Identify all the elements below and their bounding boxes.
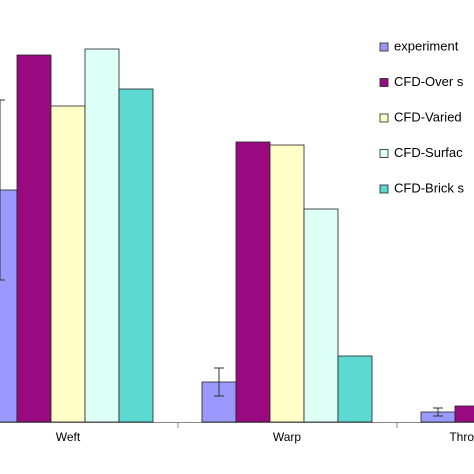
legend-label: CFD-Surfac xyxy=(394,145,463,160)
bar xyxy=(50,105,86,423)
legend-label: CFD-Over s xyxy=(394,74,464,89)
legend-swatch xyxy=(379,42,389,52)
x-tick-label: Warp xyxy=(273,430,302,444)
bar xyxy=(0,189,18,423)
legend-label: CFD-Brick s xyxy=(394,180,465,195)
bar xyxy=(118,88,154,423)
error-bar xyxy=(0,99,5,281)
bar xyxy=(269,144,305,423)
x-tick-label: Thro xyxy=(449,430,474,444)
bar xyxy=(454,405,474,423)
legend-label: CFD-Varied xyxy=(394,109,462,124)
legend-swatch xyxy=(379,78,389,87)
bar xyxy=(235,141,271,423)
bar xyxy=(303,208,339,423)
bar xyxy=(16,54,52,423)
legend-swatch xyxy=(379,184,389,194)
legend-swatch xyxy=(379,149,389,158)
legend-swatch xyxy=(379,113,389,123)
legend-label: experiment xyxy=(394,38,459,53)
bar xyxy=(84,48,120,423)
bar xyxy=(337,355,373,423)
x-tick-label: Weft xyxy=(56,430,81,444)
error-bar xyxy=(433,407,443,417)
error-bar xyxy=(214,367,224,397)
